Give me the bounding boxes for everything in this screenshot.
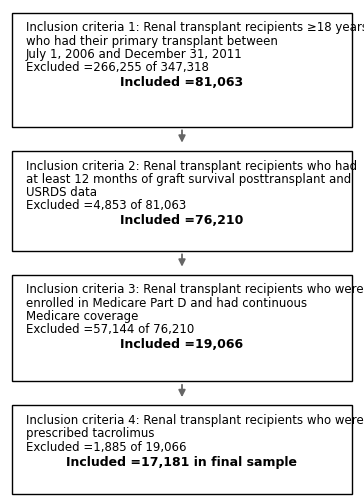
- Text: USRDS data: USRDS data: [25, 186, 97, 199]
- Text: Excluded =1,885 of 19,066: Excluded =1,885 of 19,066: [25, 440, 186, 454]
- FancyBboxPatch shape: [12, 150, 352, 250]
- Text: Included =17,181 in final sample: Included =17,181 in final sample: [67, 456, 297, 469]
- Text: Inclusion criteria 4: Renal transplant recipients who were: Inclusion criteria 4: Renal transplant r…: [25, 414, 363, 427]
- Text: Inclusion criteria 3: Renal transplant recipients who were: Inclusion criteria 3: Renal transplant r…: [25, 284, 363, 296]
- Text: Excluded =57,144 of 76,210: Excluded =57,144 of 76,210: [25, 324, 194, 336]
- Text: enrolled in Medicare Part D and had continuous: enrolled in Medicare Part D and had cont…: [25, 297, 307, 310]
- Text: prescribed tacrolimus: prescribed tacrolimus: [25, 427, 154, 440]
- Text: at least 12 months of graft survival posttransplant and: at least 12 months of graft survival pos…: [25, 173, 351, 186]
- Text: Medicare coverage: Medicare coverage: [25, 310, 138, 323]
- FancyBboxPatch shape: [12, 405, 352, 494]
- Text: Included =76,210: Included =76,210: [120, 214, 244, 228]
- Text: Excluded =266,255 of 347,318: Excluded =266,255 of 347,318: [25, 61, 209, 74]
- Text: Inclusion criteria 1: Renal transplant recipients ≥18 years: Inclusion criteria 1: Renal transplant r…: [25, 22, 364, 35]
- Text: Included =81,063: Included =81,063: [120, 76, 244, 90]
- Text: Excluded =4,853 of 81,063: Excluded =4,853 of 81,063: [25, 200, 186, 212]
- FancyBboxPatch shape: [12, 274, 352, 381]
- Text: who had their primary transplant between: who had their primary transplant between: [25, 35, 277, 48]
- FancyBboxPatch shape: [12, 12, 352, 126]
- Text: Inclusion criteria 2: Renal transplant recipients who had: Inclusion criteria 2: Renal transplant r…: [25, 160, 357, 172]
- Text: Included =19,066: Included =19,066: [120, 338, 244, 351]
- Text: July 1, 2006 and December 31, 2011: July 1, 2006 and December 31, 2011: [25, 48, 242, 61]
